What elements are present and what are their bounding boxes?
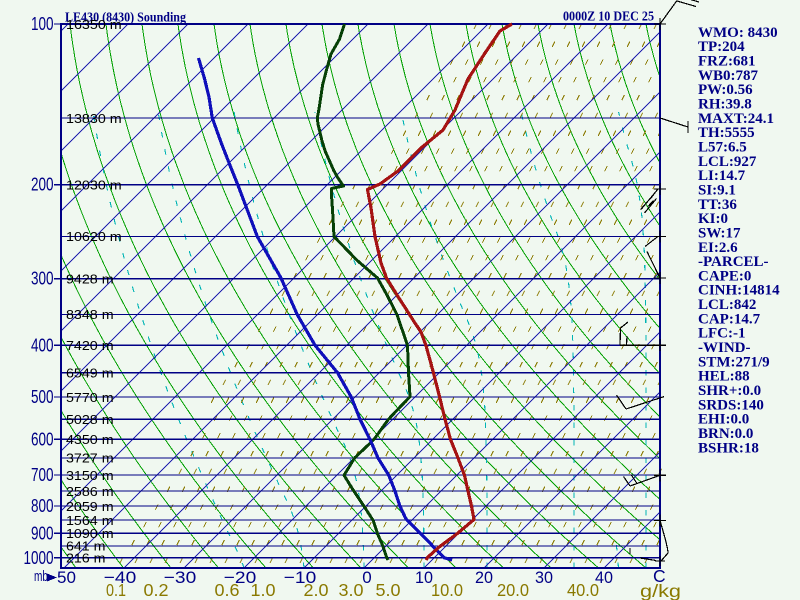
svg-text:g/kg: g/kg bbox=[640, 581, 681, 600]
svg-text:EHI:0.0: EHI:0.0 bbox=[698, 412, 749, 428]
svg-text:641 m: 641 m bbox=[66, 539, 106, 554]
svg-text:SHR+:0.0: SHR+:0.0 bbox=[698, 383, 761, 399]
svg-text:20: 20 bbox=[475, 568, 493, 587]
svg-text:40: 40 bbox=[595, 568, 613, 587]
svg-text:0000Z 10 DEC 25: 0000Z 10 DEC 25 bbox=[563, 9, 654, 24]
svg-text:100: 100 bbox=[31, 14, 54, 34]
svg-text:4350 m: 4350 m bbox=[66, 432, 114, 447]
svg-text:1090 m: 1090 m bbox=[66, 526, 114, 541]
svg-text:400: 400 bbox=[31, 335, 54, 355]
svg-text:900: 900 bbox=[31, 523, 54, 543]
svg-text:C: C bbox=[653, 566, 666, 586]
svg-text:BRN:0.0: BRN:0.0 bbox=[698, 426, 753, 442]
svg-text:−40: −40 bbox=[104, 568, 137, 587]
svg-text:RH:39.8: RH:39.8 bbox=[698, 96, 752, 112]
svg-text:200: 200 bbox=[31, 175, 54, 195]
svg-text:500: 500 bbox=[31, 387, 54, 407]
svg-text:800: 800 bbox=[31, 496, 54, 516]
svg-text:0: 0 bbox=[362, 568, 371, 587]
svg-text:mb: mb bbox=[34, 568, 48, 585]
svg-text:216 m: 216 m bbox=[66, 551, 106, 566]
svg-text:LCL:842: LCL:842 bbox=[698, 297, 756, 313]
svg-text:3150 m: 3150 m bbox=[66, 468, 114, 483]
svg-text:3.0: 3.0 bbox=[339, 580, 364, 600]
svg-text:16350 m: 16350 m bbox=[66, 17, 122, 32]
svg-text:5770 m: 5770 m bbox=[66, 390, 114, 405]
svg-text:SI:9.1: SI:9.1 bbox=[698, 182, 736, 198]
svg-text:6549 m: 6549 m bbox=[66, 365, 114, 380]
svg-text:LE430 (8430) Sounding: LE430 (8430) Sounding bbox=[65, 10, 186, 25]
svg-text:600: 600 bbox=[31, 429, 54, 449]
svg-text:2.0: 2.0 bbox=[304, 580, 329, 600]
svg-text:0.1: 0.1 bbox=[106, 580, 126, 600]
svg-text:10.0: 10.0 bbox=[431, 580, 463, 600]
svg-text:8348 m: 8348 m bbox=[66, 307, 114, 322]
svg-text:300: 300 bbox=[31, 269, 54, 289]
svg-text:−10: −10 bbox=[284, 568, 317, 587]
svg-text:10: 10 bbox=[415, 568, 433, 587]
svg-text:−20: −20 bbox=[224, 568, 257, 587]
svg-text:CAPE:0: CAPE:0 bbox=[698, 268, 751, 284]
svg-text:0.6: 0.6 bbox=[215, 580, 240, 600]
svg-text:CINH:14814: CINH:14814 bbox=[698, 283, 780, 299]
svg-text:LFC:-1: LFC:-1 bbox=[698, 326, 746, 342]
svg-text:40.0: 40.0 bbox=[567, 580, 599, 600]
svg-text:CAP:14.7: CAP:14.7 bbox=[698, 311, 761, 327]
svg-text:2586 m: 2586 m bbox=[66, 484, 114, 499]
svg-text:10620 m: 10620 m bbox=[66, 229, 122, 244]
svg-text:3727 m: 3727 m bbox=[66, 451, 114, 466]
svg-text:20.0: 20.0 bbox=[497, 580, 529, 600]
svg-text:LCL:927: LCL:927 bbox=[698, 154, 757, 170]
svg-text:SRDS:140: SRDS:140 bbox=[698, 397, 764, 413]
svg-text:TH:5555: TH:5555 bbox=[698, 125, 755, 141]
svg-text:KI:0: KI:0 bbox=[698, 211, 728, 227]
svg-text:1.0: 1.0 bbox=[251, 580, 276, 600]
svg-text:WB0:787: WB0:787 bbox=[698, 68, 759, 84]
svg-text:BSHR:18: BSHR:18 bbox=[698, 440, 759, 456]
svg-text:5028 m: 5028 m bbox=[66, 412, 114, 427]
svg-text:700: 700 bbox=[31, 465, 54, 485]
svg-text:0.2: 0.2 bbox=[144, 580, 169, 600]
svg-text:FRZ:681: FRZ:681 bbox=[698, 53, 756, 69]
svg-text:TT:36: TT:36 bbox=[698, 197, 737, 213]
svg-text:WMO: 8430: WMO: 8430 bbox=[698, 25, 778, 41]
svg-text:TP:204: TP:204 bbox=[698, 39, 745, 55]
svg-text:MAXT:24.1: MAXT:24.1 bbox=[698, 111, 774, 127]
svg-text:5.0: 5.0 bbox=[376, 580, 401, 600]
svg-text:HEL:88: HEL:88 bbox=[698, 369, 750, 385]
svg-text:SW:17: SW:17 bbox=[698, 225, 741, 241]
svg-text:9428 m: 9428 m bbox=[66, 271, 114, 286]
svg-text:30: 30 bbox=[535, 568, 553, 587]
svg-text:-WIND-: -WIND- bbox=[698, 340, 751, 356]
svg-text:EI:2.6: EI:2.6 bbox=[698, 240, 738, 256]
svg-text:PW:0.56: PW:0.56 bbox=[698, 82, 753, 98]
svg-text:7420 m: 7420 m bbox=[66, 338, 114, 353]
svg-text:−30: −30 bbox=[164, 568, 197, 587]
svg-text:STM:271/9: STM:271/9 bbox=[698, 354, 770, 370]
svg-text:50: 50 bbox=[57, 568, 76, 587]
svg-text:1564 m: 1564 m bbox=[66, 513, 114, 528]
svg-text:-PARCEL-: -PARCEL- bbox=[698, 254, 769, 270]
svg-text:LI:14.7: LI:14.7 bbox=[698, 168, 746, 184]
svg-text:2059 m: 2059 m bbox=[66, 499, 114, 514]
svg-text:13830 m: 13830 m bbox=[66, 111, 122, 126]
svg-text:L57:6.5: L57:6.5 bbox=[698, 139, 747, 155]
svg-text:12030 m: 12030 m bbox=[66, 177, 122, 192]
svg-text:1000: 1000 bbox=[24, 548, 54, 568]
